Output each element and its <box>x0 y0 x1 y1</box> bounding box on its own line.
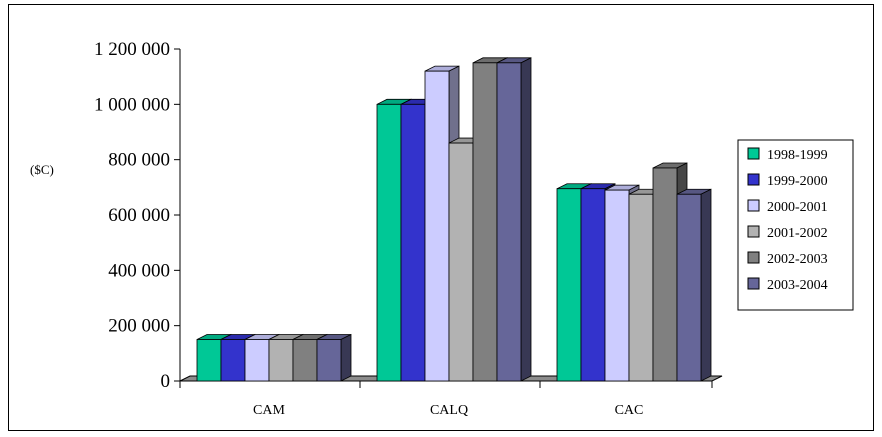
bar-front-face <box>244 339 270 382</box>
bar <box>676 188 712 382</box>
legend-item: 1998-1999 <box>747 147 828 163</box>
legend-label: 2002-2003 <box>767 252 828 267</box>
bar-front-face <box>268 339 294 382</box>
y-tick-label: 0 <box>161 371 171 392</box>
y-tick-label: 600 000 <box>108 205 170 226</box>
legend-label: 2001-2002 <box>767 226 828 241</box>
legend-swatch <box>747 147 760 160</box>
bar-front-face <box>292 339 318 382</box>
bar-front-face <box>628 193 654 382</box>
bar-side-face <box>520 57 532 382</box>
legend-item: 1999-2000 <box>747 173 828 189</box>
y-tick-label: 1 200 000 <box>94 39 170 60</box>
bar <box>316 333 352 382</box>
legend-swatch <box>747 199 760 212</box>
legend-item: 2001-2002 <box>747 225 828 241</box>
bars-layer <box>196 57 712 382</box>
y-tick-label: 800 000 <box>108 150 170 171</box>
legend-swatch <box>747 277 760 290</box>
legend-label: 2003-2004 <box>767 278 828 293</box>
bar-side-face <box>340 333 352 382</box>
bar-front-face <box>400 103 426 382</box>
bar-front-face <box>604 189 630 382</box>
bar-front-face <box>676 193 702 382</box>
legend-item: 2003-2004 <box>747 277 828 293</box>
legend-item: 2002-2003 <box>747 251 828 267</box>
x-category-label: CALQ <box>430 403 468 418</box>
x-category-label: CAM <box>253 403 285 418</box>
bar <box>496 57 532 382</box>
bar-front-face <box>580 188 606 382</box>
legend-label: 2000-2001 <box>767 200 828 215</box>
y-tick-label: 200 000 <box>108 316 170 337</box>
bar-front-face <box>496 62 522 382</box>
bar-front-face <box>652 167 678 382</box>
bar-front-face <box>448 142 474 382</box>
legend-swatch <box>747 251 760 264</box>
y-tick-label: 1 000 000 <box>94 94 170 115</box>
bar-front-face <box>376 103 402 382</box>
legend: 1998-1999 1999-2000 2000-2001 2001-2002 2002… <box>737 139 854 311</box>
y-axis-unit-label: ($C) <box>30 162 54 177</box>
bar-front-face <box>424 70 450 382</box>
legend-swatch <box>747 225 760 238</box>
legend-item: 2000-2001 <box>747 199 828 215</box>
x-category-label: CAC <box>615 403 644 418</box>
y-tick-label: 400 000 <box>108 260 170 281</box>
legend-label: 1999-2000 <box>767 174 828 189</box>
bar-front-face <box>472 62 498 382</box>
bar-front-face <box>220 339 246 382</box>
bar-front-face <box>316 339 342 382</box>
bar-front-face <box>556 188 582 382</box>
legend-swatch <box>747 173 760 186</box>
bar-front-face <box>196 339 222 382</box>
bar-side-face <box>700 188 712 382</box>
legend-label: 1998-1999 <box>767 148 828 163</box>
